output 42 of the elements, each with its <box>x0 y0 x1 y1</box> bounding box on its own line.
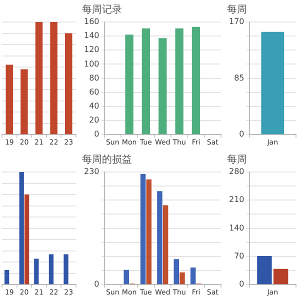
y-tick-label: 100 <box>84 59 100 68</box>
y-tick-label: 80 <box>89 73 100 82</box>
bar <box>50 22 58 134</box>
bar <box>48 254 54 284</box>
bar <box>35 22 43 134</box>
chart-title: 每周的损益 <box>82 154 132 166</box>
y-tick-label: 140 <box>228 223 244 232</box>
bar <box>24 194 30 284</box>
bar <box>190 267 196 284</box>
chart-title: 每周记录 <box>82 4 122 16</box>
y-tick-label: 40 <box>89 102 100 111</box>
bar <box>19 172 24 284</box>
y-tick-label: 0 <box>239 130 244 139</box>
y-tick-label: 210 <box>228 195 244 204</box>
y-tick-label: 170 <box>228 17 244 26</box>
y-tick-label: 230 <box>84 167 100 176</box>
y-tick-label: 0 <box>94 280 100 289</box>
bar <box>140 174 146 284</box>
bar <box>64 254 68 284</box>
bar <box>64 33 72 134</box>
y-tick-label: 70 <box>234 252 244 261</box>
y-tick-label: 280 <box>228 167 244 176</box>
bar <box>162 205 168 284</box>
y-tick-label: 60 <box>89 87 100 96</box>
bar <box>146 179 152 284</box>
chart-title: 每周 <box>227 154 247 166</box>
bar <box>4 270 10 284</box>
y-tick-label: 160 <box>84 17 100 26</box>
bar <box>6 64 14 134</box>
bar <box>34 258 39 284</box>
bar <box>20 69 28 134</box>
y-tick-label: 85 <box>234 73 244 82</box>
y-tick-label: 140 <box>84 31 100 40</box>
bar <box>180 272 185 284</box>
bar <box>174 259 180 284</box>
y-tick-label: 0 <box>94 130 100 139</box>
bar <box>124 270 129 284</box>
y-tick-label: 0 <box>239 280 244 289</box>
y-tick-label: 120 <box>84 45 100 54</box>
y-tick-label: 20 <box>89 116 100 125</box>
bar <box>157 191 162 284</box>
chart-title: 每周 <box>227 4 247 16</box>
